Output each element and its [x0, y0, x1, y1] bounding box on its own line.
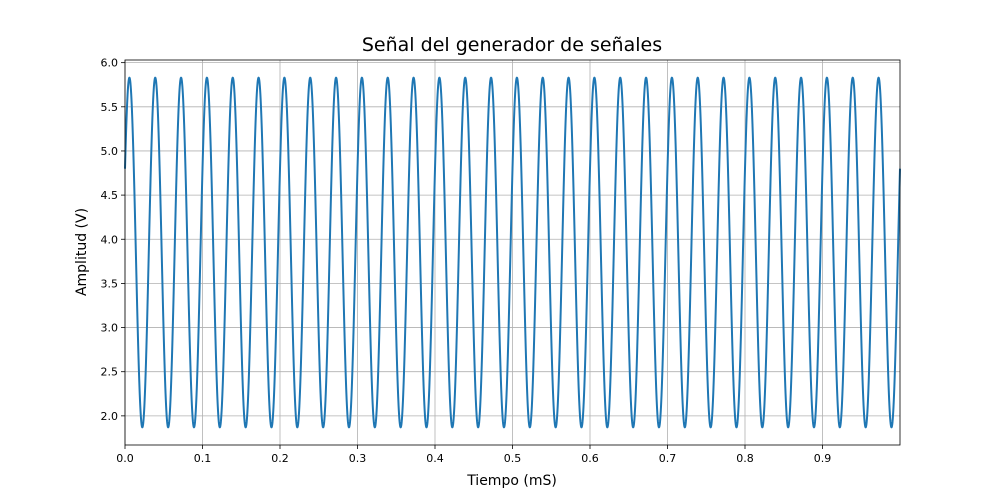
y-tick-label: 6.0 [101, 57, 119, 70]
x-tick-label: 0.6 [581, 452, 599, 465]
y-tick-label: 4.0 [101, 233, 119, 246]
x-axis-ticks: 0.0 0.1 0.2 0.3 0.4 0.5 0.6 0.7 0.8 0.9 [116, 445, 831, 465]
y-tick-label: 4.5 [101, 189, 119, 202]
x-tick-label: 0.7 [659, 452, 677, 465]
y-tick-label: 3.0 [101, 322, 119, 335]
y-tick-label: 3.5 [101, 277, 119, 290]
y-tick-label: 2.5 [101, 366, 119, 379]
x-tick-label: 0.0 [116, 452, 134, 465]
x-tick-label: 0.1 [194, 452, 212, 465]
x-tick-label: 0.5 [504, 452, 522, 465]
x-tick-label: 0.3 [349, 452, 367, 465]
x-tick-label: 0.9 [814, 452, 832, 465]
y-tick-label: 2.0 [101, 410, 119, 423]
signal-line [124, 76, 901, 429]
chart-title: Señal del generador de señales [362, 34, 662, 56]
x-tick-label: 0.2 [271, 452, 289, 465]
y-tick-label: 5.0 [101, 145, 119, 158]
y-tick-label: 5.5 [101, 101, 119, 114]
x-tick-label: 0.8 [736, 452, 754, 465]
y-axis-ticks: 2.0 2.5 3.0 3.5 4.0 4.5 5.0 5.5 6.0 [101, 57, 125, 423]
grid-lines [124, 60, 900, 445]
series-layer [124, 76, 901, 429]
x-axis-label: Tiempo (mS) [466, 473, 557, 489]
x-tick-label: 0.4 [426, 452, 444, 465]
y-axis-label: Amplitud (V) [74, 208, 90, 296]
